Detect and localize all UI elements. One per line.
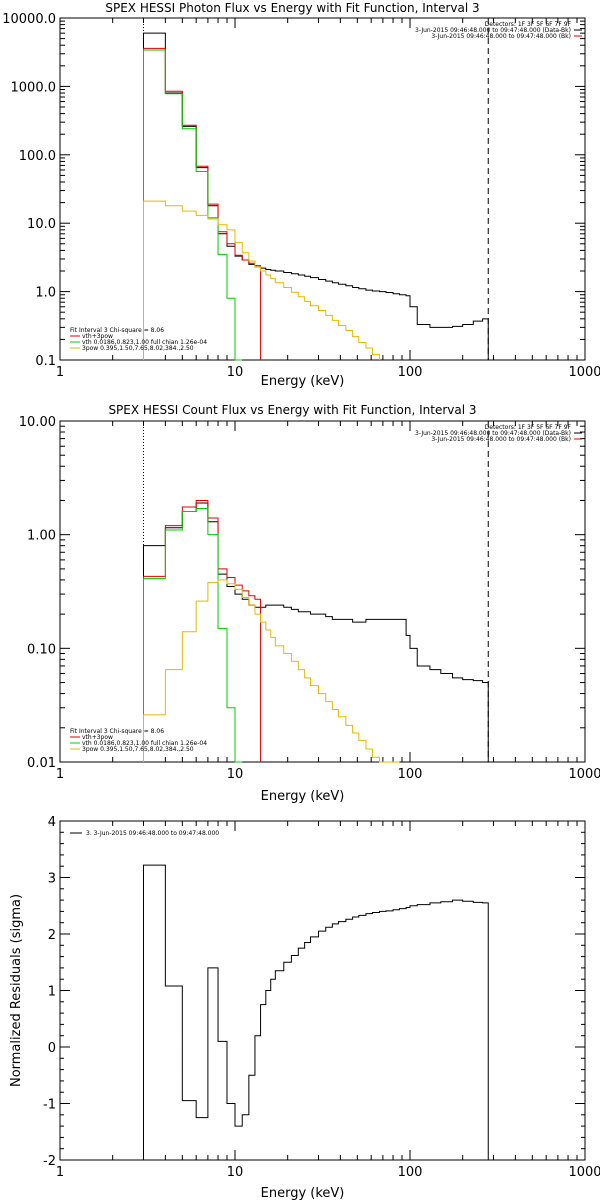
y-tick-label: 10000.0 <box>2 12 56 27</box>
y-tick-label: 3 <box>48 872 56 887</box>
legend-top-entry: Detectors: 1F 3F 5F 6F 7F 9F <box>485 424 572 431</box>
y-tick-label: 100.0 <box>19 149 56 164</box>
y-tick-label: 1 <box>48 985 56 1000</box>
x-tick-label: 10 <box>227 767 244 782</box>
legend-top-entry: 3-Jun-2015 09:46:48.000 to 09:47:48.000 … <box>415 430 571 437</box>
y-tick-label: 10.0 <box>27 217 56 232</box>
y-tick-label: 1000.0 <box>11 80 57 95</box>
y-tick-label: -1 <box>43 1098 56 1113</box>
x-tick-label: 100 <box>398 767 423 782</box>
series-line-1 <box>143 502 489 762</box>
series-line-3 <box>143 507 243 763</box>
y-tick-label: 2 <box>48 928 56 943</box>
legend-bottom-entry: vth+3pow <box>82 333 113 340</box>
series-line-3 <box>143 49 243 361</box>
series-line-1 <box>143 864 489 1160</box>
chart-panel-3: 1 10 100 1000 -2 -1 0 1 2 3 4 Energy (keV) Normalize… <box>9 815 600 1200</box>
y-tick-label: 0.10 <box>27 642 56 657</box>
x-tick-label: 1000 <box>568 767 600 782</box>
x-tick-label: 1 <box>56 1165 64 1180</box>
legend-top-entry: 3-Jun-2015 09:46:48.000 to 09:47:48.000 … <box>415 27 571 34</box>
x-axis-label: Energy (keV) <box>261 789 345 804</box>
y-tick-label: 4 <box>48 815 56 830</box>
x-axis-label: Energy (keV) <box>261 374 345 389</box>
series-line-2 <box>143 499 262 762</box>
legend-top-entry: 3. 3-Jun-2015 09:46:48.000 to 09:47:48.0… <box>86 830 219 837</box>
legend-top-entry: 3-Jun-2015 09:46:48.000 to 09:47:48.000 … <box>431 33 571 40</box>
chart-title: SPEX HESSI Photon Flux vs Energy with Fi… <box>105 1 479 15</box>
y-tick-label: -2 <box>43 1154 56 1169</box>
y-tick-label: 0.1 <box>35 354 56 369</box>
y-tick-label: 10.00 <box>19 415 56 430</box>
legend-bottom-entry: 3pow 0.395,1.50,7.65,8.02,384.,2.50 <box>82 345 194 352</box>
series-line-1 <box>143 32 489 360</box>
x-tick-label: 1 <box>56 365 64 380</box>
y-axis-label: Normalized Residuals (sigma) <box>9 894 24 1087</box>
legend-bottom-entry: Fit Interval 3 Chi-square = 8.06 <box>70 327 164 334</box>
y-tick-label: 0 <box>48 1041 56 1056</box>
x-tick-label: 10 <box>227 365 244 380</box>
x-tick-label: 1 <box>56 767 64 782</box>
y-tick-label: 1.00 <box>27 529 56 544</box>
legend-bottom-entry: Fit Interval 3 Chi-square = 8.06 <box>70 728 164 735</box>
legend-bottom-entry: vth+3pow <box>82 734 113 741</box>
chart-title: SPEX HESSI Count Flux vs Energy with Fit… <box>108 403 476 417</box>
x-tick-label: 100 <box>398 365 423 380</box>
series-line-4 <box>143 579 400 763</box>
x-tick-label: 10 <box>227 1165 244 1180</box>
x-axis-label: Energy (keV) <box>261 1186 345 1200</box>
plot-frame <box>59 820 586 1161</box>
y-tick-label: 0.01 <box>27 756 56 771</box>
plot-frame <box>59 420 586 763</box>
legend-bottom-entry: 3pow 0.395,1.50,7.65,8.02,384.,2.50 <box>82 746 194 753</box>
legend-bottom-entry: vth 0.0186,0.823,1.00 full chian 1.26e-0… <box>82 740 207 747</box>
chart-panel-2: SPEX HESSI Count Flux vs Energy with Fit… <box>19 403 600 804</box>
legend-top-entry: Detectors: 1F 3F 5F 6F 7F 9F <box>485 21 572 28</box>
legend-bottom-entry: vth 0.0186,0.823,1.00 full chian 1.26e-0… <box>82 339 207 346</box>
x-tick-label: 1000 <box>568 365 600 380</box>
y-tick-label: 1.0 <box>35 286 56 301</box>
chart-panel-1: SPEX HESSI Photon Flux vs Energy with Fi… <box>2 1 600 389</box>
series-line-2 <box>143 47 262 360</box>
x-tick-label: 100 <box>398 1165 423 1180</box>
legend-top-entry: 3-Jun-2015 09:46:48.000 to 09:47:48.000 … <box>431 436 571 443</box>
series-line-4 <box>143 200 381 360</box>
x-tick-label: 1000 <box>568 1165 600 1180</box>
plot-frame <box>59 17 586 361</box>
